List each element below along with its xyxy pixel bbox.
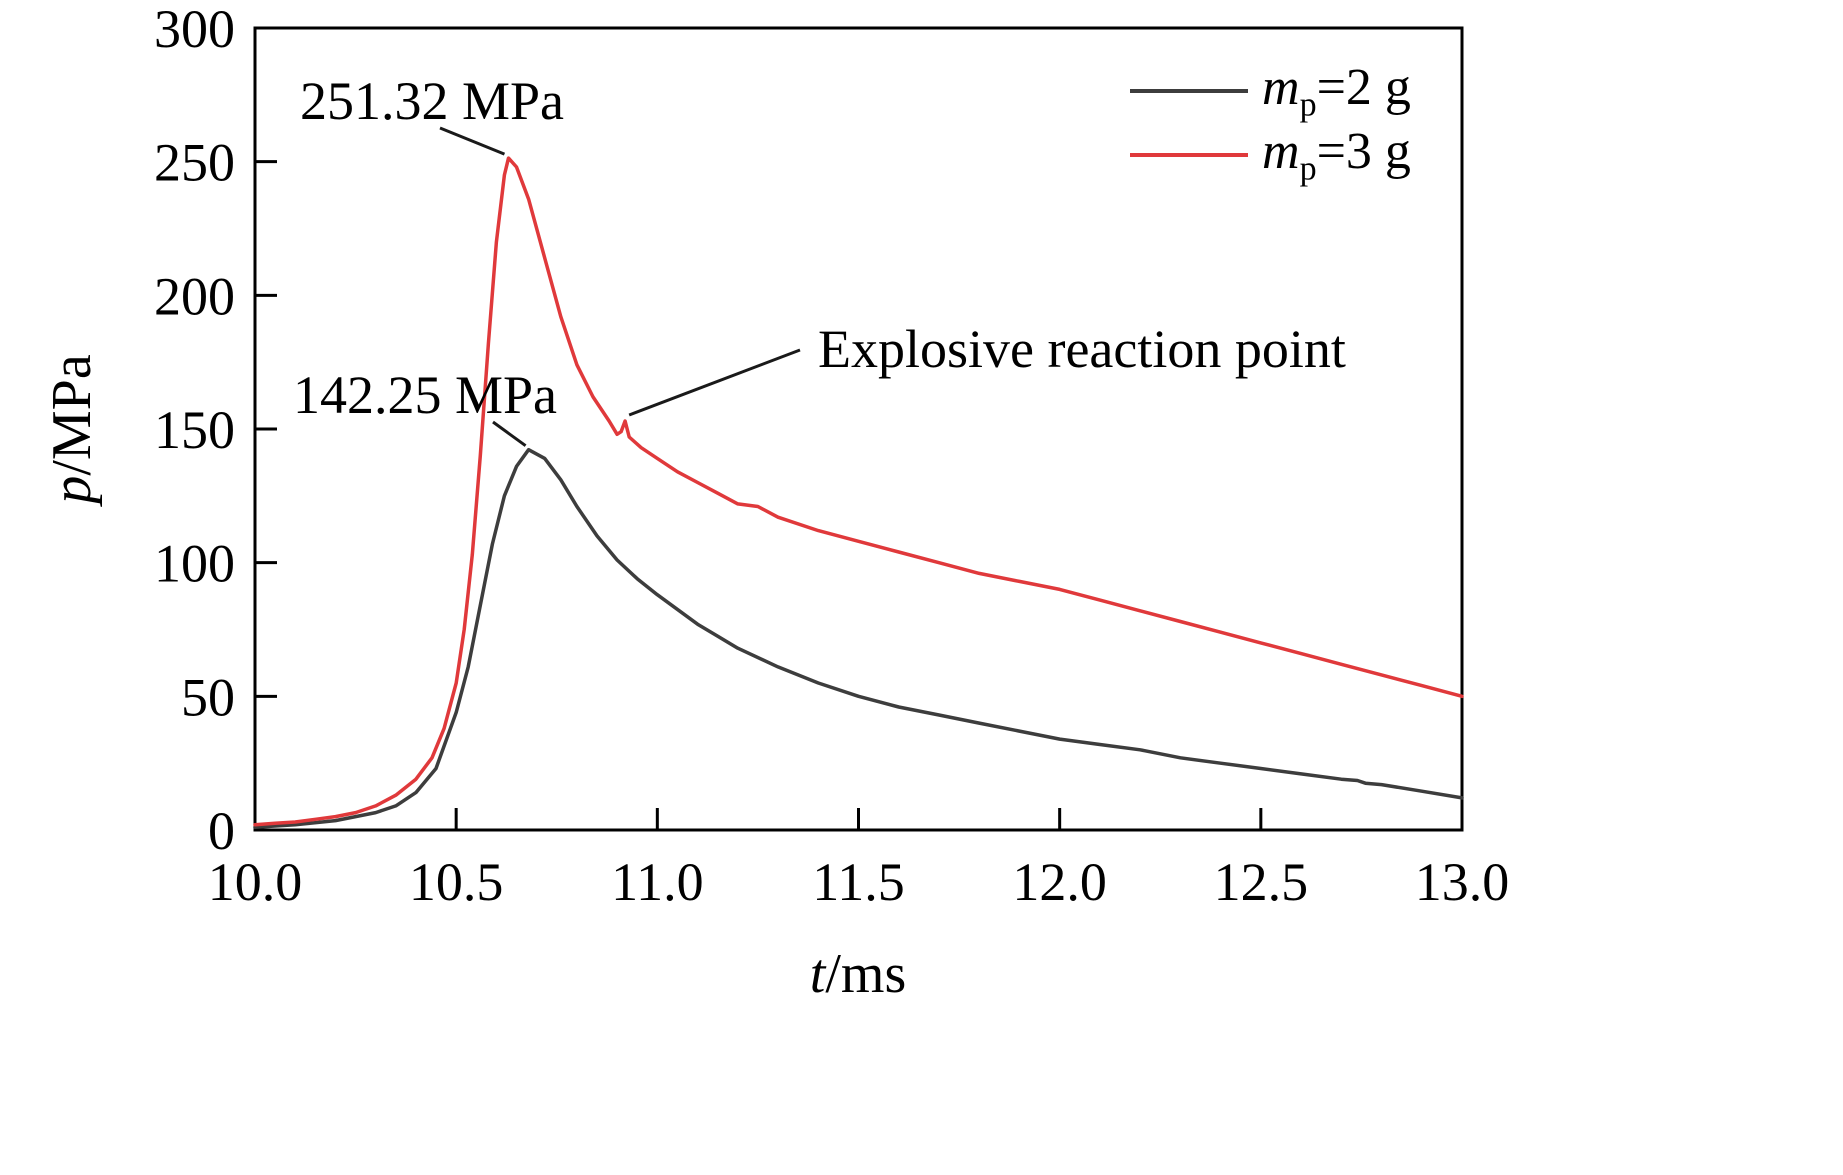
legend-label-mp2-var: m (1262, 58, 1300, 116)
x-tick-label: 11.0 (611, 852, 704, 912)
legend-line-mp2 (1130, 89, 1248, 93)
legend-label-mp3-var: m (1262, 122, 1300, 180)
legend-label-mp2: mp=2 g (1262, 58, 1411, 124)
y-axis-label-unit: /MPa (41, 354, 103, 476)
x-tick-label: 12.5 (1214, 852, 1309, 912)
x-tick-label: 13.0 (1415, 852, 1510, 912)
y-tick-label: 200 (154, 266, 235, 326)
legend-line-mp3 (1130, 153, 1248, 157)
y-tick-label: 250 (154, 133, 235, 193)
x-tick-label: 12.0 (1012, 852, 1107, 912)
annotation-peak-mp2: 142.25 MPa (293, 365, 558, 425)
x-tick-label: 10.5 (409, 852, 504, 912)
x-tick-label: 11.5 (812, 852, 905, 912)
legend-label-mp2-sub: p (1299, 86, 1317, 124)
annotation-explosive-reaction-point: Explosive reaction point (818, 319, 1346, 379)
x-tick-label: 10.0 (208, 852, 303, 912)
legend-label-mp3: mp=3 g (1262, 122, 1411, 188)
y-tick-label: 50 (181, 667, 235, 727)
legend-item-mp2: mp=2 g (1130, 59, 1411, 123)
annotation-leader-line (628, 348, 801, 417)
legend-label-mp3-rest: =3 g (1316, 122, 1411, 180)
legend-label-mp2-rest: =2 g (1316, 58, 1411, 116)
x-axis-label-symbol: t (809, 943, 826, 1005)
x-axis-label: t/ms (810, 942, 906, 1006)
annotation-peak-mp3: 251.32 MPa (300, 71, 565, 131)
y-tick-label: 150 (154, 400, 235, 460)
legend: mp=2 g mp=3 g (1130, 59, 1411, 187)
y-tick-label: 100 (154, 534, 235, 594)
x-axis-label-unit: /ms (825, 943, 907, 1005)
series-line-mp2 (253, 447, 1464, 830)
annotation-leader-line (439, 126, 506, 156)
y-tick-label: 0 (208, 801, 235, 861)
series-line-mp3 (253, 156, 1464, 827)
y-tick-label: 300 (154, 0, 235, 59)
annotation-leader-line (492, 420, 527, 447)
y-axis-label: p/MPa (40, 354, 104, 503)
legend-label-mp3-sub: p (1299, 150, 1317, 188)
y-axis-label-symbol: p (41, 475, 103, 504)
legend-item-mp3: mp=3 g (1130, 123, 1411, 187)
